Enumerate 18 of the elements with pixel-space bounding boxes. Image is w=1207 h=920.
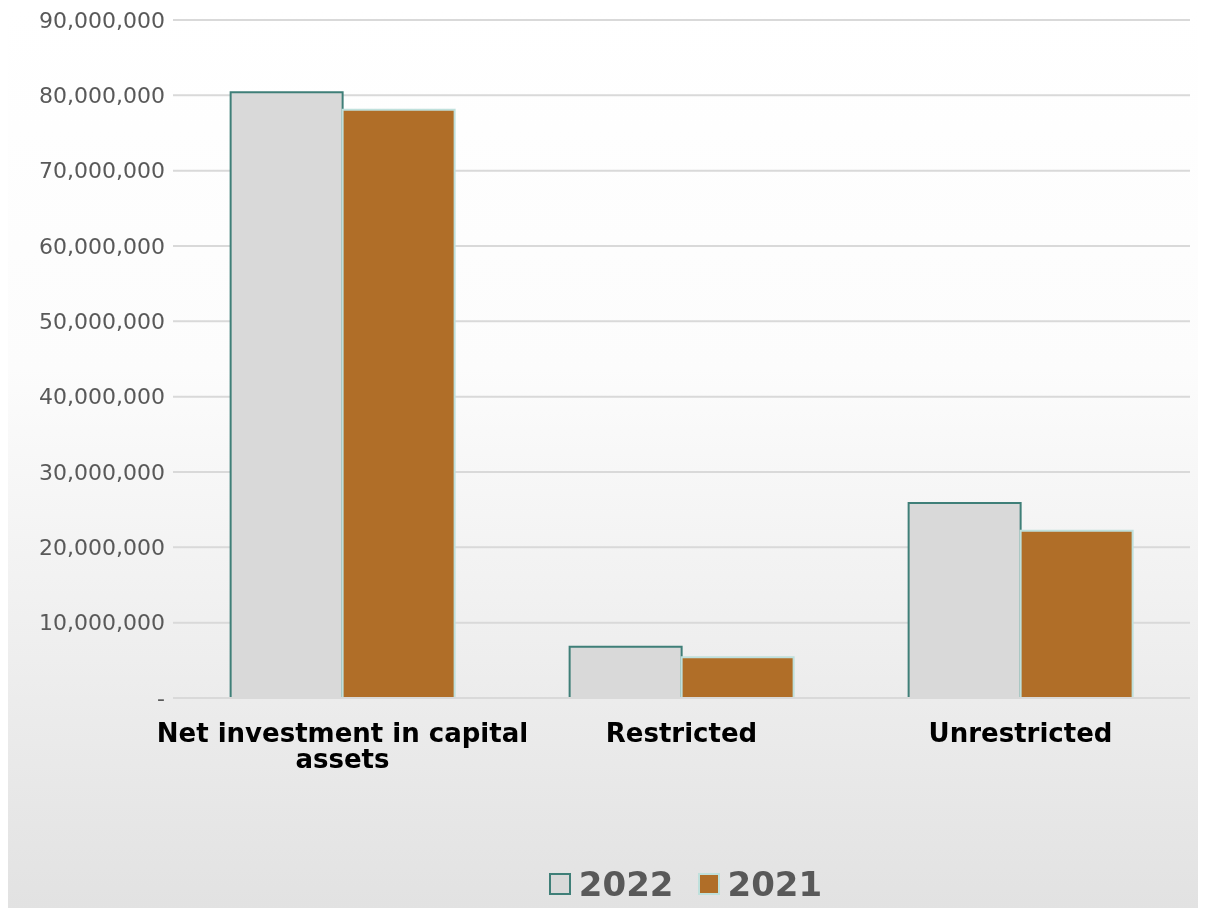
bar bbox=[341, 108, 456, 698]
y-tick-label: 50,000,000 bbox=[39, 309, 165, 335]
y-tick-label: 30,000,000 bbox=[39, 459, 165, 485]
x-tick-label: Restricted bbox=[605, 718, 758, 749]
y-tick-label: 90,000,000 bbox=[39, 7, 165, 33]
y-tick-label: 60,000,000 bbox=[39, 233, 165, 259]
y-tick-label: - bbox=[157, 685, 165, 711]
legend-label: 2021 bbox=[727, 864, 823, 904]
x-tick-label: Unrestricted bbox=[928, 718, 1113, 749]
legend-label: 2022 bbox=[578, 864, 674, 904]
y-tick-label: 70,000,000 bbox=[39, 158, 165, 184]
y-tick-label: 20,000,000 bbox=[39, 535, 165, 561]
y-tick-label: 10,000,000 bbox=[39, 610, 165, 636]
x-tick-label: Net investment in capital assets bbox=[156, 718, 529, 775]
y-tick-label: 80,000,000 bbox=[39, 83, 165, 109]
bar bbox=[1019, 529, 1134, 698]
y-tick-label: 40,000,000 bbox=[39, 384, 165, 410]
bar bbox=[680, 656, 795, 698]
